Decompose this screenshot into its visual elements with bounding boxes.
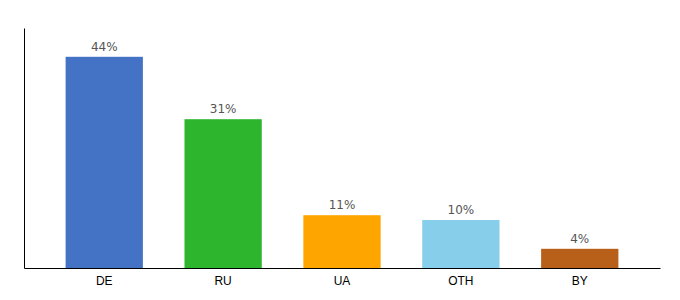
data-label: 4% — [570, 232, 589, 246]
bar — [303, 215, 380, 268]
x-tick-label: DE — [96, 274, 113, 288]
data-label: 31% — [210, 102, 237, 116]
data-label: 44% — [91, 40, 118, 54]
x-tick: OTH — [448, 274, 473, 288]
bar — [66, 57, 143, 268]
data-label: 10% — [448, 203, 475, 217]
x-tick-label: RU — [214, 274, 231, 288]
x-tick-label: UA — [334, 274, 351, 288]
x-tick: UA — [334, 274, 351, 288]
x-axis-line — [25, 268, 661, 269]
data-labels: 44% 31% 11% 10% 4% — [91, 40, 589, 246]
plot: DE RU UA OTH BY 44% 31% 11% 10% 4% — [25, 29, 661, 288]
x-tick-label: OTH — [448, 274, 473, 288]
y-axis — [24, 29, 25, 269]
bar — [541, 249, 618, 268]
bars — [66, 57, 619, 268]
x-tick: DE — [96, 274, 113, 288]
x-axis: DE RU UA OTH BY — [25, 269, 661, 288]
data-label: 11% — [329, 198, 356, 212]
x-tick-label: BY — [572, 274, 588, 288]
chart: DE RU UA OTH BY 44% 31% 11% 10% 4% — [0, 0, 680, 300]
y-axis-line — [24, 29, 25, 269]
bar — [422, 220, 499, 268]
x-tick: RU — [214, 274, 231, 288]
x-tick: BY — [572, 274, 588, 288]
bar — [184, 119, 261, 268]
